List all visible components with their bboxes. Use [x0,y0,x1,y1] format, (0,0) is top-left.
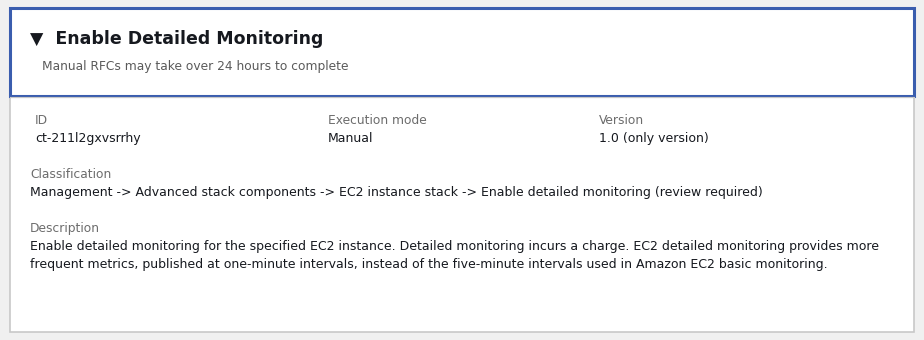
Text: Manual RFCs may take over 24 hours to complete: Manual RFCs may take over 24 hours to co… [42,60,348,73]
Text: Enable detailed monitoring for the specified EC2 instance. Detailed monitoring i: Enable detailed monitoring for the speci… [30,240,879,253]
Text: ID: ID [35,114,48,127]
Text: Management -> Advanced stack components -> EC2 instance stack -> Enable detailed: Management -> Advanced stack components … [30,186,762,199]
Text: Description: Description [30,222,100,235]
Text: Execution mode: Execution mode [328,114,427,127]
FancyBboxPatch shape [10,8,914,332]
Text: 1.0 (only version): 1.0 (only version) [599,132,709,145]
Text: Manual: Manual [328,132,373,145]
Text: ▼  Enable Detailed Monitoring: ▼ Enable Detailed Monitoring [30,30,323,48]
Text: Version: Version [599,114,644,127]
Text: ct-211l2gxvsrrhy: ct-211l2gxvsrrhy [35,132,140,145]
FancyBboxPatch shape [10,8,914,96]
Text: Classification: Classification [30,168,111,181]
Text: frequent metrics, published at one-minute intervals, instead of the five-minute : frequent metrics, published at one-minut… [30,258,828,271]
